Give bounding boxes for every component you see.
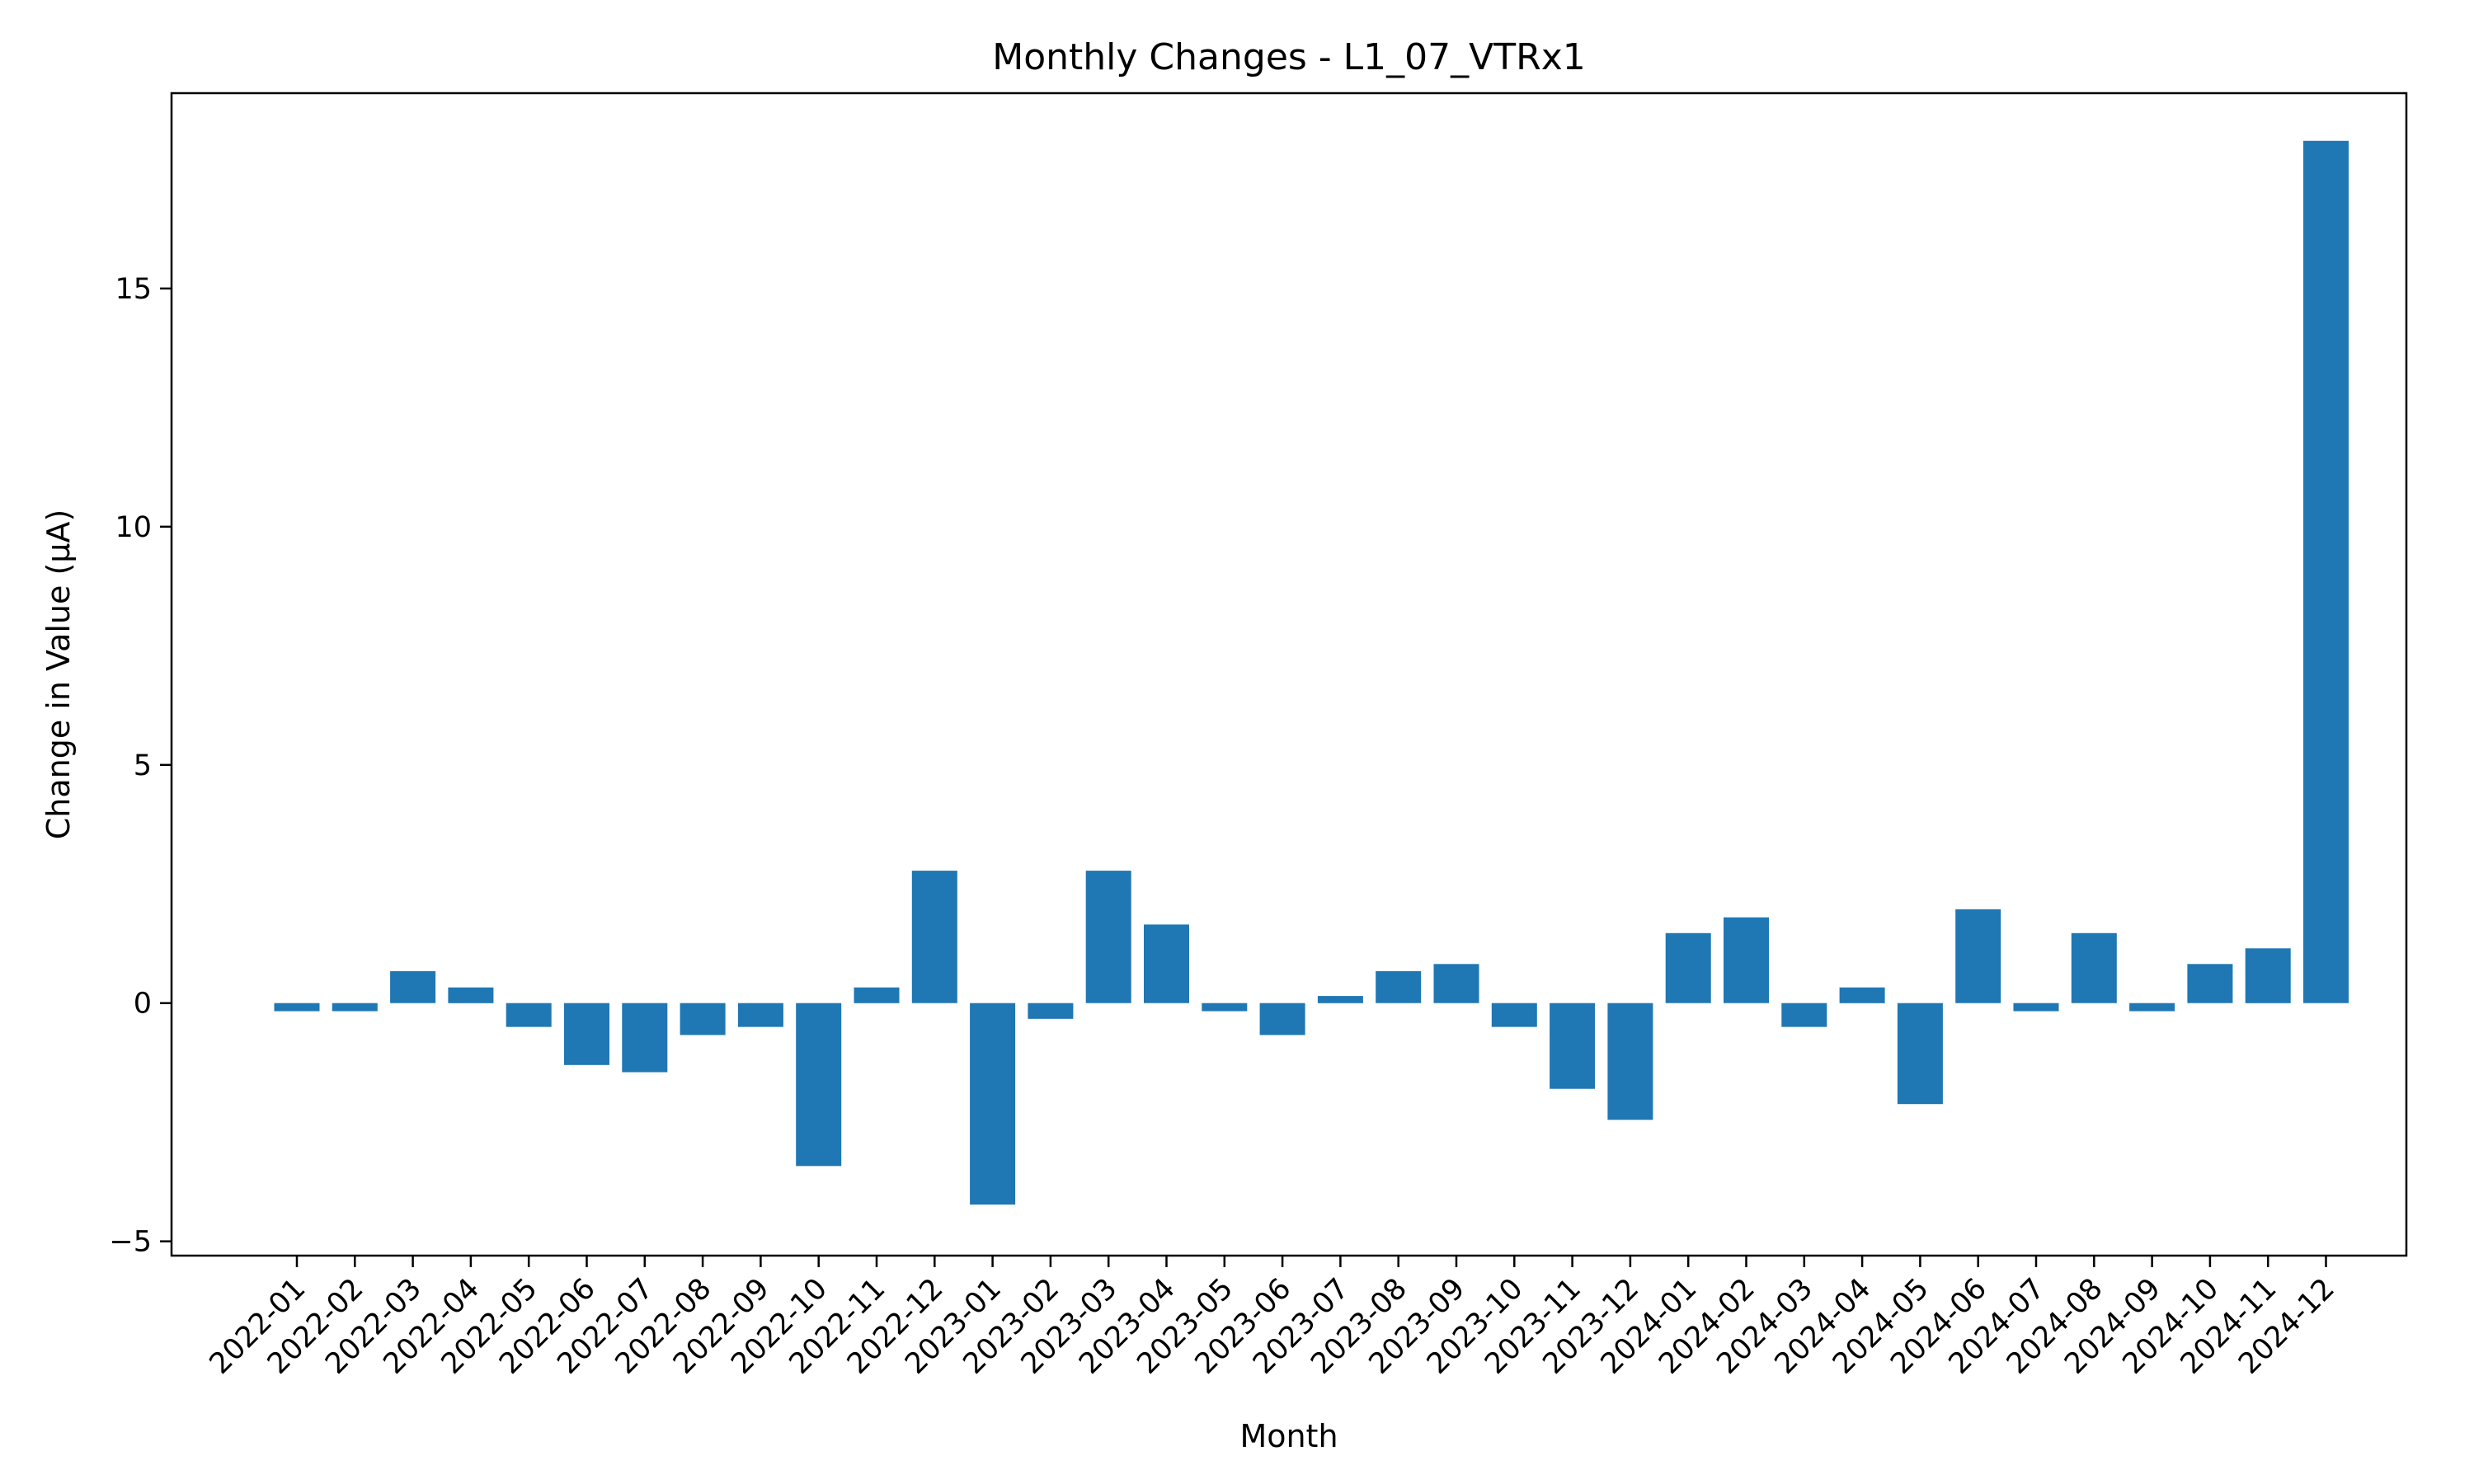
bar-2022-12	[911, 871, 957, 1003]
bar-2023-03	[1085, 871, 1131, 1003]
y-tick-label: 10	[115, 511, 152, 544]
bar-2024-02	[1724, 917, 1769, 1003]
bar-2024-07	[2013, 1003, 2059, 1012]
bar-2024-08	[2071, 932, 2117, 1003]
bar-2022-05	[506, 1003, 552, 1027]
bar-2023-01	[970, 1003, 1016, 1205]
bar-2024-04	[1839, 987, 1885, 1003]
bar-2022-08	[680, 1003, 726, 1036]
bar-2023-11	[1550, 1003, 1596, 1089]
bar-2022-09	[737, 1003, 783, 1027]
bar-2024-05	[1897, 1003, 1943, 1105]
y-axis-ticks: −5 0 5 10 15	[109, 273, 172, 1259]
bar-2023-10	[1491, 1003, 1537, 1027]
bar-2022-01	[274, 1003, 320, 1012]
bar-2024-10	[2187, 964, 2233, 1003]
bar-2023-02	[1028, 1003, 1074, 1019]
y-tick-label: −5	[109, 1226, 152, 1259]
bar-2024-01	[1665, 932, 1711, 1003]
bar-2022-03	[390, 971, 436, 1003]
bar-2022-07	[622, 1003, 668, 1073]
chart-title: Monthly Changes - L1_07_VTRx1	[992, 36, 1585, 78]
y-tick-label: 5	[134, 749, 152, 782]
bar-2024-06	[1955, 909, 2001, 1003]
bar-2023-05	[1202, 1003, 1248, 1012]
bar-2024-12	[2303, 140, 2349, 1003]
y-tick-label: 15	[115, 273, 152, 306]
y-axis-label: Change in Value (μA)	[40, 510, 77, 840]
bar-2022-06	[564, 1003, 609, 1065]
bar-2022-04	[448, 987, 494, 1003]
bar-2023-09	[1433, 964, 1479, 1003]
bar-2024-03	[1781, 1003, 1827, 1027]
bar-2022-10	[796, 1003, 842, 1167]
bar-2023-08	[1376, 971, 1422, 1003]
y-tick-label: 0	[134, 988, 152, 1021]
bar-2023-04	[1144, 924, 1189, 1003]
bars-group	[274, 140, 2349, 1205]
bar-2022-11	[854, 987, 900, 1003]
x-axis-label: Month	[1239, 1418, 1338, 1454]
plot-frame	[170, 92, 2408, 1257]
bar-2023-07	[1317, 996, 1363, 1003]
bar-2023-06	[1259, 1003, 1305, 1036]
bar-2024-09	[2129, 1003, 2175, 1012]
bar-2022-02	[332, 1003, 378, 1012]
bar-2023-12	[1607, 1003, 1653, 1120]
bar-2024-11	[2245, 948, 2291, 1003]
